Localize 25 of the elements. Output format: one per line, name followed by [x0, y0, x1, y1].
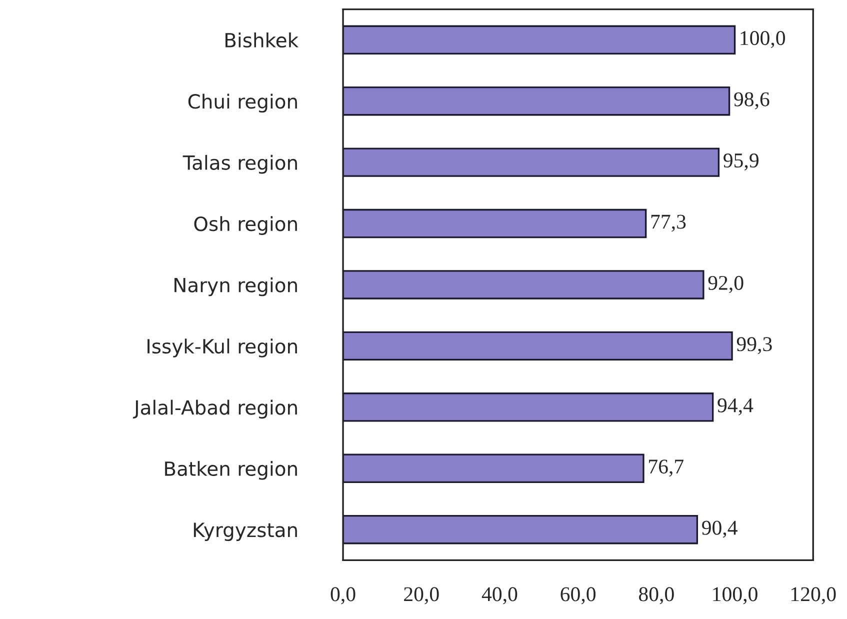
y-tick-label: Bishkek [226, 32, 299, 48]
data-label: 90,4 [702, 520, 738, 538]
x-tick-label: 20,0 [404, 587, 439, 604]
y-tick-label: Naryn region [174, 277, 297, 296]
data-label: 92,0 [708, 276, 744, 293]
x-tick-label: 40,0 [482, 587, 518, 604]
y-tick-label: Talas region [182, 154, 297, 174]
x-tick-label: 120,0 [792, 587, 836, 604]
data-label: 95,9 [724, 154, 758, 171]
x-tick-label: 0,0 [330, 587, 356, 604]
y-tick-label: Batken region [165, 460, 297, 480]
y-tick-label: Osh region [194, 216, 297, 235]
data-label: 76,7 [649, 460, 684, 477]
data-label: 98,6 [734, 92, 770, 110]
data-label: 94,4 [718, 398, 754, 416]
y-tick-label: Issyk-Kul region [148, 338, 297, 358]
x-tick-label: 80,0 [638, 587, 674, 604]
data-label: 77,3 [651, 214, 686, 232]
data-label: 99,3 [736, 337, 772, 354]
y-tick-label: Kyrgyzstan [194, 522, 297, 542]
x-tick-label: 100,0 [713, 587, 758, 604]
y-tick-label: Jalal-Abad region [133, 400, 297, 419]
y-tick-label: Chui region [188, 94, 297, 113]
x-tick-label: 60,0 [560, 587, 596, 604]
data-label: 100,0 [740, 31, 786, 48]
